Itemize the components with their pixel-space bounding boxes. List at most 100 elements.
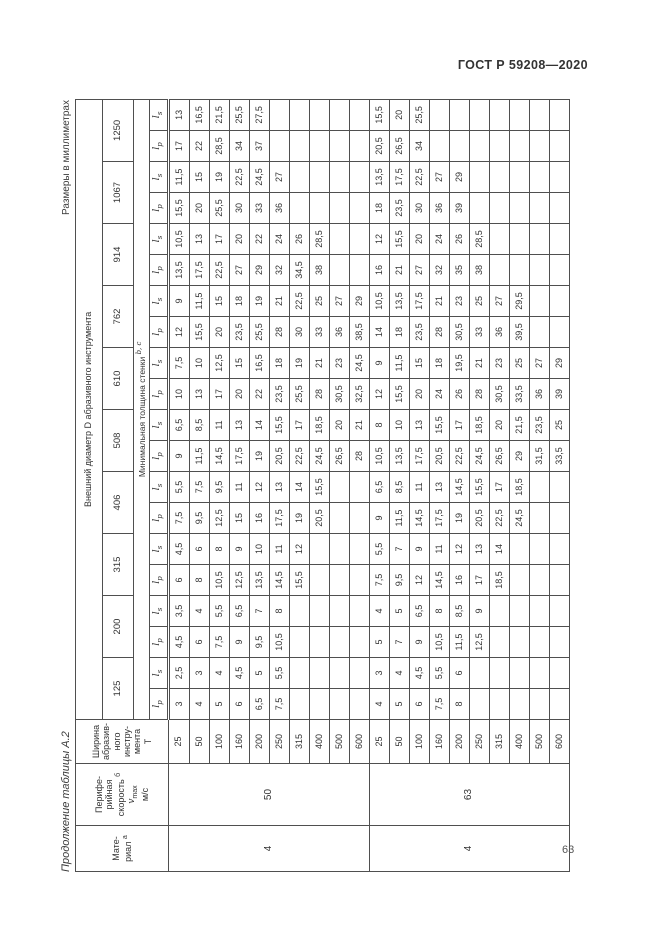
thickness-value: 9: [229, 626, 250, 658]
thickness-value: [509, 192, 530, 224]
thickness-value: 22: [189, 130, 210, 162]
thickness-value: [549, 223, 570, 255]
thickness-value: 27: [229, 254, 250, 286]
thickness-value: [309, 626, 330, 658]
subcol-label: lp: [149, 688, 169, 720]
subcol-label: lp: [149, 440, 169, 472]
thickness-value: 26: [289, 223, 310, 255]
thickness-value: 33,5: [549, 440, 570, 472]
t-value: 200: [449, 719, 470, 764]
thickness-value: [549, 316, 570, 348]
thickness-value: 18: [429, 347, 450, 379]
thickness-value: 13: [189, 223, 210, 255]
thickness-value: 17,5: [409, 285, 430, 317]
thickness-value: 29: [509, 440, 530, 472]
thickness-value: 5: [389, 595, 410, 627]
thickness-value: [329, 223, 350, 255]
thickness-value: 7: [389, 626, 410, 658]
thickness-value: [549, 595, 570, 627]
thickness-value: 22,5: [229, 161, 250, 193]
thickness-value: 4: [369, 595, 390, 627]
thickness-value: 14: [489, 533, 510, 565]
thickness-value: [289, 595, 310, 627]
thickness-value: 20: [189, 192, 210, 224]
thickness-value: 29: [249, 254, 270, 286]
thickness-value: 4: [389, 657, 410, 689]
thickness-value: 10: [389, 409, 410, 441]
thickness-value: [549, 688, 570, 720]
material-value: 4: [168, 825, 370, 872]
thickness-value: [489, 161, 510, 193]
thickness-value: 14,5: [429, 564, 450, 596]
thickness-value: 7,5: [209, 626, 230, 658]
thickness-value: [329, 130, 350, 162]
thickness-value: 12: [369, 223, 390, 255]
thickness-value: 7,5: [168, 347, 190, 379]
thickness-value: 29: [349, 285, 370, 317]
thickness-value: 33: [249, 192, 270, 224]
thickness-value: 27,5: [249, 99, 270, 131]
subcol-label: ls: [149, 533, 169, 565]
thickness-value: 19,5: [449, 347, 470, 379]
thickness-value: [429, 99, 450, 131]
material-value: 4: [369, 825, 570, 872]
thickness-value: 19: [289, 502, 310, 534]
diameter-value: 1067: [102, 161, 134, 224]
thickness-value: 18: [269, 347, 290, 379]
thickness-value: 4: [369, 688, 390, 720]
thickness-value: 22: [249, 223, 270, 255]
data-table: Мате-риал а Перифе-рийная скорость б vmax м/…: [75, 99, 570, 872]
thickness-value: [509, 130, 530, 162]
thickness-value: 24,5: [509, 502, 530, 534]
thickness-value: 23,5: [269, 378, 290, 410]
thickness-value: [269, 130, 290, 162]
thickness-value: 4: [189, 688, 210, 720]
diameter-value: 315: [102, 533, 134, 596]
thickness-value: [529, 161, 550, 193]
t-value: 600: [349, 719, 370, 764]
thickness-value: [349, 564, 370, 596]
thickness-value: 5,5: [429, 657, 450, 689]
thickness-value: [349, 99, 370, 131]
thickness-value: 19: [209, 161, 230, 193]
thickness-value: [529, 688, 550, 720]
thickness-value: 3: [369, 657, 390, 689]
subcol-label: ls: [149, 161, 169, 193]
subcol-label: lp: [149, 130, 169, 162]
thickness-value: 13,5: [168, 254, 190, 286]
thickness-value: [509, 99, 530, 131]
thickness-value: [529, 316, 550, 348]
thickness-value: 21: [389, 254, 410, 286]
thickness-value: [529, 223, 550, 255]
thickness-value: 29: [449, 161, 470, 193]
t-value: 160: [429, 719, 450, 764]
thickness-value: 30,5: [489, 378, 510, 410]
thickness-value: 16: [369, 254, 390, 286]
thickness-value: 19: [449, 502, 470, 534]
thickness-value: [289, 130, 310, 162]
thickness-value: 13: [429, 471, 450, 503]
thickness-value: 12,5: [229, 564, 250, 596]
thickness-value: 6: [168, 564, 190, 596]
thickness-value: 8: [189, 564, 210, 596]
thickness-value: [349, 502, 370, 534]
thickness-value: 7,5: [189, 471, 210, 503]
diameter-value: 406: [102, 471, 134, 534]
t-value: 25: [369, 719, 390, 764]
thickness-value: [509, 626, 530, 658]
thickness-value: 9: [229, 533, 250, 565]
thickness-value: 21,5: [209, 99, 230, 131]
thickness-value: [469, 161, 490, 193]
thickness-value: 38,5: [349, 316, 370, 348]
thickness-value: [329, 161, 350, 193]
thickness-value: 22: [249, 378, 270, 410]
thickness-value: 4,5: [229, 657, 250, 689]
thickness-value: 16: [249, 502, 270, 534]
thickness-value: 15,5: [389, 223, 410, 255]
thickness-value: 18,5: [509, 471, 530, 503]
thickness-value: 7: [249, 595, 270, 627]
thickness-value: [349, 223, 370, 255]
t-value: 250: [269, 719, 290, 764]
thickness-value: 15,5: [189, 316, 210, 348]
